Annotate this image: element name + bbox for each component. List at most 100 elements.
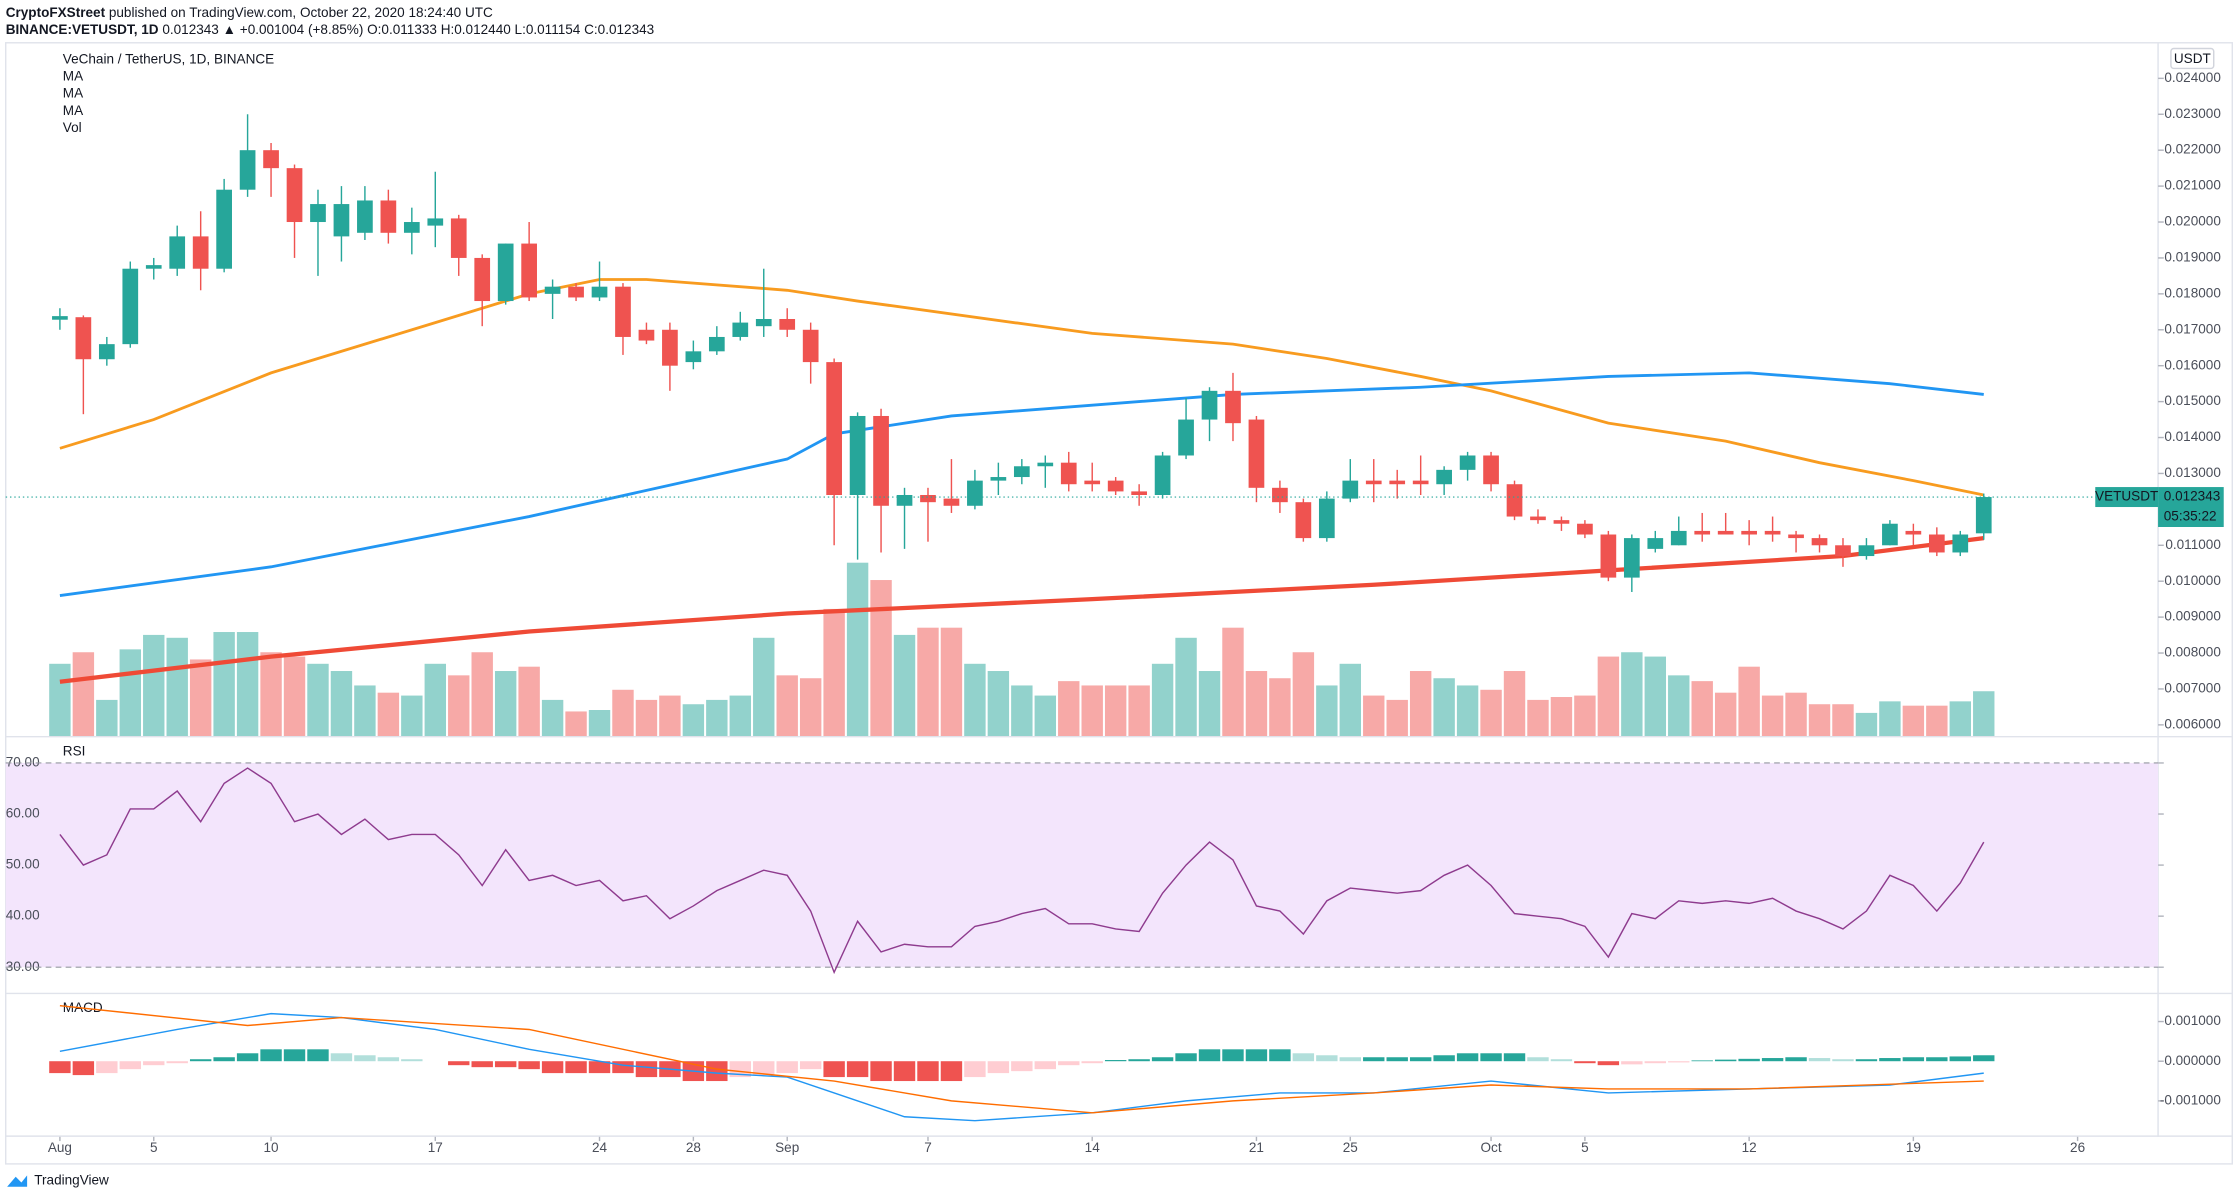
rsi-line — [59, 767, 1985, 975]
quote-line: BINANCE:VETUSDT, 1D 0.012343 ▲ +0.001004… — [6, 22, 654, 37]
y-tick-label: 0.013000 — [2164, 465, 2221, 480]
candle-body — [1295, 502, 1312, 539]
macd-histogram-bar — [96, 1061, 118, 1074]
y-tick-label: 0.007000 — [2164, 681, 2221, 696]
x-tick-label: 25 — [1343, 1140, 1358, 1155]
candle-body — [943, 498, 960, 506]
candle-body — [1811, 538, 1828, 546]
rsi-band — [5, 762, 2159, 968]
macd-histogram-bar — [1832, 1059, 1854, 1062]
volume-bar — [1902, 705, 1925, 737]
moving-average — [59, 371, 1984, 597]
macd-histogram-bar — [940, 1061, 963, 1082]
x-tick-label: 10 — [264, 1140, 279, 1155]
y-tick-label: 40.00 — [6, 908, 40, 923]
macd-histogram-bar — [448, 1061, 470, 1066]
axis-unit: USDT — [2174, 51, 2211, 66]
volume-bar — [307, 663, 329, 737]
volume-bar — [1034, 695, 1056, 737]
candle-body — [1858, 545, 1875, 557]
volume-bar — [189, 659, 212, 737]
candle-body — [615, 286, 631, 337]
volume-bar — [260, 652, 282, 737]
logo-text: TradingView — [34, 1173, 109, 1188]
y-tick-label: 0.020000 — [2164, 214, 2221, 229]
price-tag: 0.012343 — [2164, 489, 2221, 504]
logo-icon — [7, 1175, 28, 1187]
volume-bar — [1855, 712, 1878, 737]
logo — [7, 1175, 28, 1187]
macd-histogram-bar — [119, 1061, 141, 1070]
candle-body — [1037, 462, 1054, 467]
candle-body — [1272, 487, 1288, 503]
volume-bar — [635, 699, 658, 737]
volume-bar — [1104, 685, 1127, 737]
macd-histogram-bar — [1104, 1060, 1127, 1062]
macd-histogram-bar — [1761, 1058, 1784, 1062]
volume-bar — [870, 580, 892, 737]
volume-bar — [1081, 685, 1103, 737]
x-tick-label: 17 — [428, 1140, 443, 1155]
macd-histogram-bar — [1785, 1057, 1807, 1062]
macd-histogram-bar — [330, 1053, 353, 1062]
volume-bar — [706, 699, 728, 737]
candle-body — [1459, 455, 1476, 470]
candle-body — [169, 236, 186, 269]
candle-body — [52, 316, 68, 320]
y-tick-label: 0.016000 — [2164, 357, 2221, 372]
volume-bar — [659, 695, 681, 737]
candle-body — [1600, 534, 1617, 578]
candle-body — [1530, 516, 1546, 521]
candle-body — [1248, 419, 1265, 488]
candle-body — [145, 265, 162, 269]
volume-bar — [1245, 671, 1268, 737]
candle-body — [826, 362, 842, 495]
macd-histogram-bar — [1245, 1049, 1268, 1062]
candle-body — [1436, 469, 1452, 485]
y-tick-label: -0.001000 — [2160, 1092, 2221, 1107]
volume-bar — [424, 663, 446, 737]
macd-histogram-bar — [1597, 1061, 1620, 1066]
candle-body — [1905, 530, 1922, 535]
y-tick-label: 0.014000 — [2164, 429, 2221, 444]
macd-histogram-bar — [471, 1061, 493, 1068]
unit-box — [2170, 47, 2215, 70]
macd-histogram-bar — [776, 1061, 798, 1074]
macd-histogram-bar — [283, 1049, 306, 1062]
macd-histogram-bar — [1011, 1061, 1033, 1072]
candle-body — [403, 222, 420, 233]
legend-entry: Vol — [63, 120, 82, 135]
x-tick-label: 5 — [1581, 1140, 1589, 1155]
volume-bar — [612, 689, 634, 737]
candle-body — [98, 344, 115, 360]
candle-body — [662, 329, 678, 366]
y-tick-label: 0.024000 — [2164, 70, 2221, 85]
x-tick-label: 5 — [150, 1140, 158, 1155]
macd-histogram-bar — [1714, 1059, 1737, 1062]
volume-bar — [283, 656, 306, 737]
volume-bar — [1058, 681, 1080, 737]
candle-body — [263, 150, 279, 169]
macd-histogram-bar — [1339, 1057, 1361, 1062]
candle-body — [1952, 534, 1969, 553]
x-tick-label: 19 — [1906, 1140, 1921, 1155]
volume-bar — [1808, 704, 1831, 737]
volume-bar — [49, 663, 71, 737]
candle-body — [1647, 538, 1664, 549]
moving-average — [59, 278, 1985, 497]
macd-histogram-bar — [541, 1061, 564, 1074]
volume-bar — [588, 710, 611, 737]
macd-histogram-bar — [1034, 1061, 1056, 1070]
volume-bar — [1480, 689, 1502, 737]
volume-bar — [1151, 663, 1174, 737]
volume-bar — [236, 632, 259, 737]
macd-histogram-bar — [1198, 1049, 1221, 1062]
candle-body — [192, 236, 209, 269]
volume-bar — [799, 678, 822, 737]
volume-bar — [1738, 666, 1760, 737]
legend-entry: MA — [63, 69, 84, 84]
volume-bar — [354, 685, 376, 737]
legend-title: VeChain / TetherUS, 1D, BINANCE — [63, 51, 274, 66]
candle-body — [1013, 466, 1030, 478]
candle-body — [591, 286, 608, 298]
